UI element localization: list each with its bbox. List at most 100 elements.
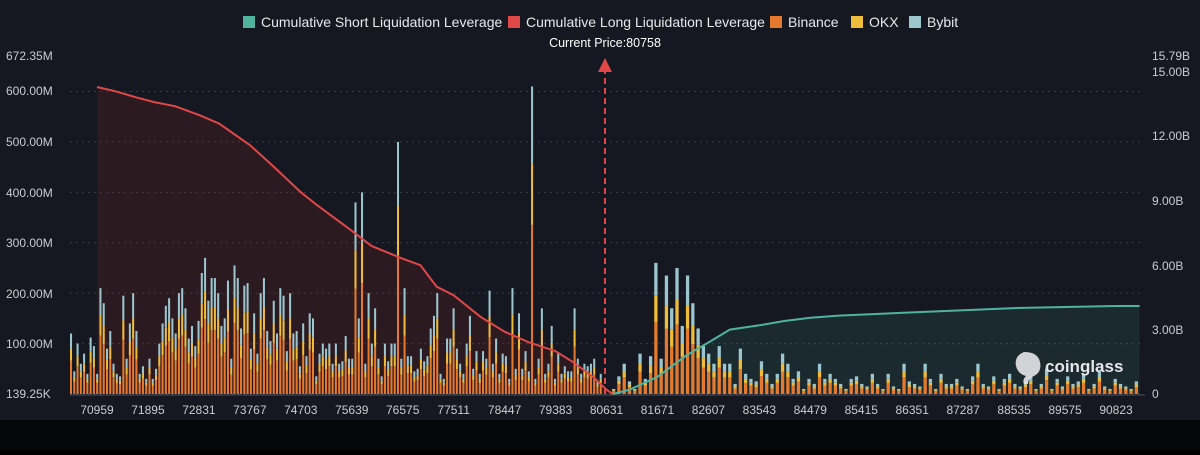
bar-binance: [511, 335, 514, 394]
bar-okx: [184, 329, 187, 347]
bar-okx: [498, 378, 501, 383]
bar-okx: [400, 367, 403, 375]
bar-bybit: [321, 343, 324, 357]
bar-binance: [560, 382, 563, 394]
bar-binance: [589, 377, 592, 394]
bar-okx: [759, 369, 764, 376]
bar-bybit: [685, 275, 690, 306]
bar-binance: [387, 375, 390, 394]
bar-okx: [524, 361, 527, 371]
bar-bybit: [455, 348, 458, 360]
bar-okx: [1013, 386, 1017, 389]
bar-bybit: [429, 328, 432, 345]
bar-okx: [364, 371, 367, 378]
bar-bybit: [547, 363, 550, 372]
bar-okx: [812, 386, 816, 389]
bar-bybit: [891, 386, 896, 389]
bar-binance: [112, 377, 115, 394]
bar-binance: [976, 377, 980, 394]
bar-bybit: [266, 330, 269, 347]
bar-binance: [478, 382, 481, 394]
bar-okx: [210, 307, 213, 331]
bar-bybit: [1066, 376, 1070, 381]
bar-bybit: [423, 361, 426, 370]
bar-bybit: [262, 278, 265, 308]
bar-binance: [949, 388, 954, 394]
bar-binance: [282, 339, 285, 394]
bar-binance: [844, 391, 848, 394]
bar-okx: [396, 204, 400, 256]
bar-bybit: [210, 278, 213, 308]
bar-okx: [531, 163, 534, 225]
bar-binance: [328, 366, 331, 394]
watermark: coinglass: [1015, 352, 1123, 384]
legend-label-okx[interactable]: OKX: [869, 14, 899, 30]
legend-label-long[interactable]: Cumulative Long Liquidation Leverage: [526, 14, 765, 30]
bar-bybit: [537, 358, 540, 368]
bar-okx: [289, 318, 292, 339]
bar-bybit: [406, 356, 409, 366]
bar-bybit: [770, 383, 774, 387]
bar-bybit: [1092, 383, 1096, 387]
bar-bybit: [508, 378, 511, 383]
legend-swatch-binance[interactable]: [770, 16, 782, 28]
bar-bybit: [413, 371, 416, 377]
bar-binance: [174, 360, 177, 394]
bar-okx: [580, 378, 583, 383]
bar-bybit: [462, 373, 465, 379]
bar-bybit: [377, 358, 380, 368]
bar-bybit: [109, 330, 112, 347]
legend-swatch-bybit[interactable]: [909, 16, 921, 28]
bar-binance: [266, 359, 269, 394]
bar-okx: [583, 371, 586, 378]
bar-bybit: [168, 298, 171, 323]
bar-bybit: [171, 318, 174, 338]
bar-okx: [560, 378, 563, 383]
bar-okx: [325, 359, 328, 370]
bar-binance: [122, 339, 125, 394]
bar-binance: [396, 255, 400, 394]
bar-binance: [73, 381, 76, 394]
bar-okx: [377, 367, 380, 375]
bar-okx: [960, 388, 964, 390]
legend-label-bybit[interactable]: Bybit: [927, 14, 958, 30]
bar-okx: [478, 378, 481, 383]
x-tick-label: 77511: [437, 403, 470, 417]
bar-binance: [403, 335, 406, 394]
bar-bybit: [928, 378, 933, 383]
bar-okx: [266, 346, 269, 360]
bar-binance: [638, 371, 642, 394]
bar-okx: [1060, 388, 1065, 390]
legend-label-binance[interactable]: Binance: [788, 14, 839, 30]
bar-okx: [347, 367, 350, 375]
bar-bybit: [341, 361, 344, 370]
legend-label-short[interactable]: Cumulative Short Liquidation Leverage: [261, 14, 502, 30]
bar-bybit: [311, 318, 315, 338]
bar-bybit: [243, 285, 246, 313]
bar-bybit: [491, 363, 494, 372]
bar-binance: [685, 328, 690, 394]
legend-swatch-long[interactable]: [508, 16, 520, 28]
bar-okx: [844, 390, 848, 392]
current-price-label: Current Price:80758: [549, 36, 661, 50]
bar-okx: [472, 375, 475, 381]
bar-binance: [817, 377, 822, 394]
bar-bybit: [691, 303, 695, 326]
bar-bybit: [643, 378, 647, 383]
legend-swatch-short[interactable]: [243, 16, 255, 28]
bar-okx: [83, 363, 86, 372]
bar-okx: [670, 329, 674, 347]
bar-binance: [429, 357, 432, 394]
bar-okx: [393, 356, 396, 367]
bar-okx: [1134, 384, 1138, 388]
bar-binance: [468, 351, 471, 394]
short-liquidation-line: [612, 305, 1140, 395]
bar-okx: [200, 303, 203, 328]
bar-bybit: [524, 351, 527, 362]
x-tick-label: 87287: [946, 403, 980, 417]
bar-bybit: [976, 363, 980, 372]
bar-binance: [802, 391, 806, 394]
legend-swatch-okx[interactable]: [851, 16, 863, 28]
bar-bybit: [400, 358, 403, 368]
bar-binance: [374, 346, 377, 394]
